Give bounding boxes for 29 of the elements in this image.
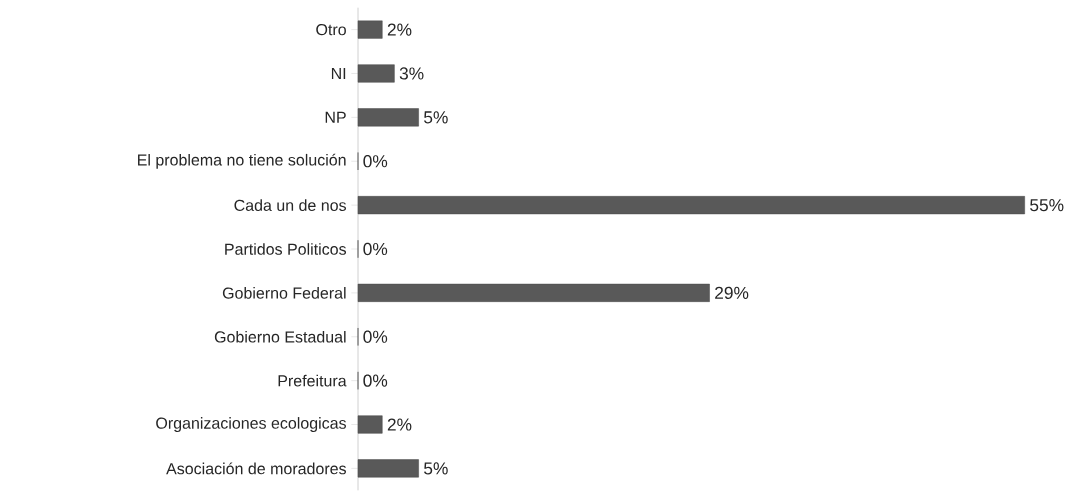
data-label: 29% [715,286,749,300]
bar [357,20,383,39]
data-label: 2% [387,23,412,36]
data-label: 0% [363,155,388,168]
y-tick-label: NI [331,67,346,79]
data-label: 0% [363,242,388,256]
bar [357,459,419,478]
data-label: 2% [387,418,412,431]
y-tick-label: Gobierno Estadual [214,330,346,343]
data-label: 0% [363,330,388,343]
data-label: 5% [424,462,448,475]
y-tick-label: Prefeitura [278,374,347,387]
bar [357,64,395,83]
bar [357,283,710,302]
y-tick-label: Cada un de nos [234,199,347,211]
y-tick-label: Otro [316,23,346,36]
bar [357,196,1025,215]
bar [357,415,383,434]
data-label: 3% [399,67,424,80]
y-tick-label: NP [325,111,346,123]
y-tick-label: Organizaciones ecologicas [156,417,346,432]
data-label: 55% [1030,199,1064,212]
y-tick-label: Gobierno Federal [222,287,346,299]
y-tick-label: Partidos Politicos [225,243,347,255]
y-tick-label: Asociación de moradores [166,462,346,475]
data-label: 5% [424,111,448,124]
bar [357,108,419,127]
y-tick-label: El problema no tiene solución [138,153,346,169]
data-label: 0% [363,374,388,387]
